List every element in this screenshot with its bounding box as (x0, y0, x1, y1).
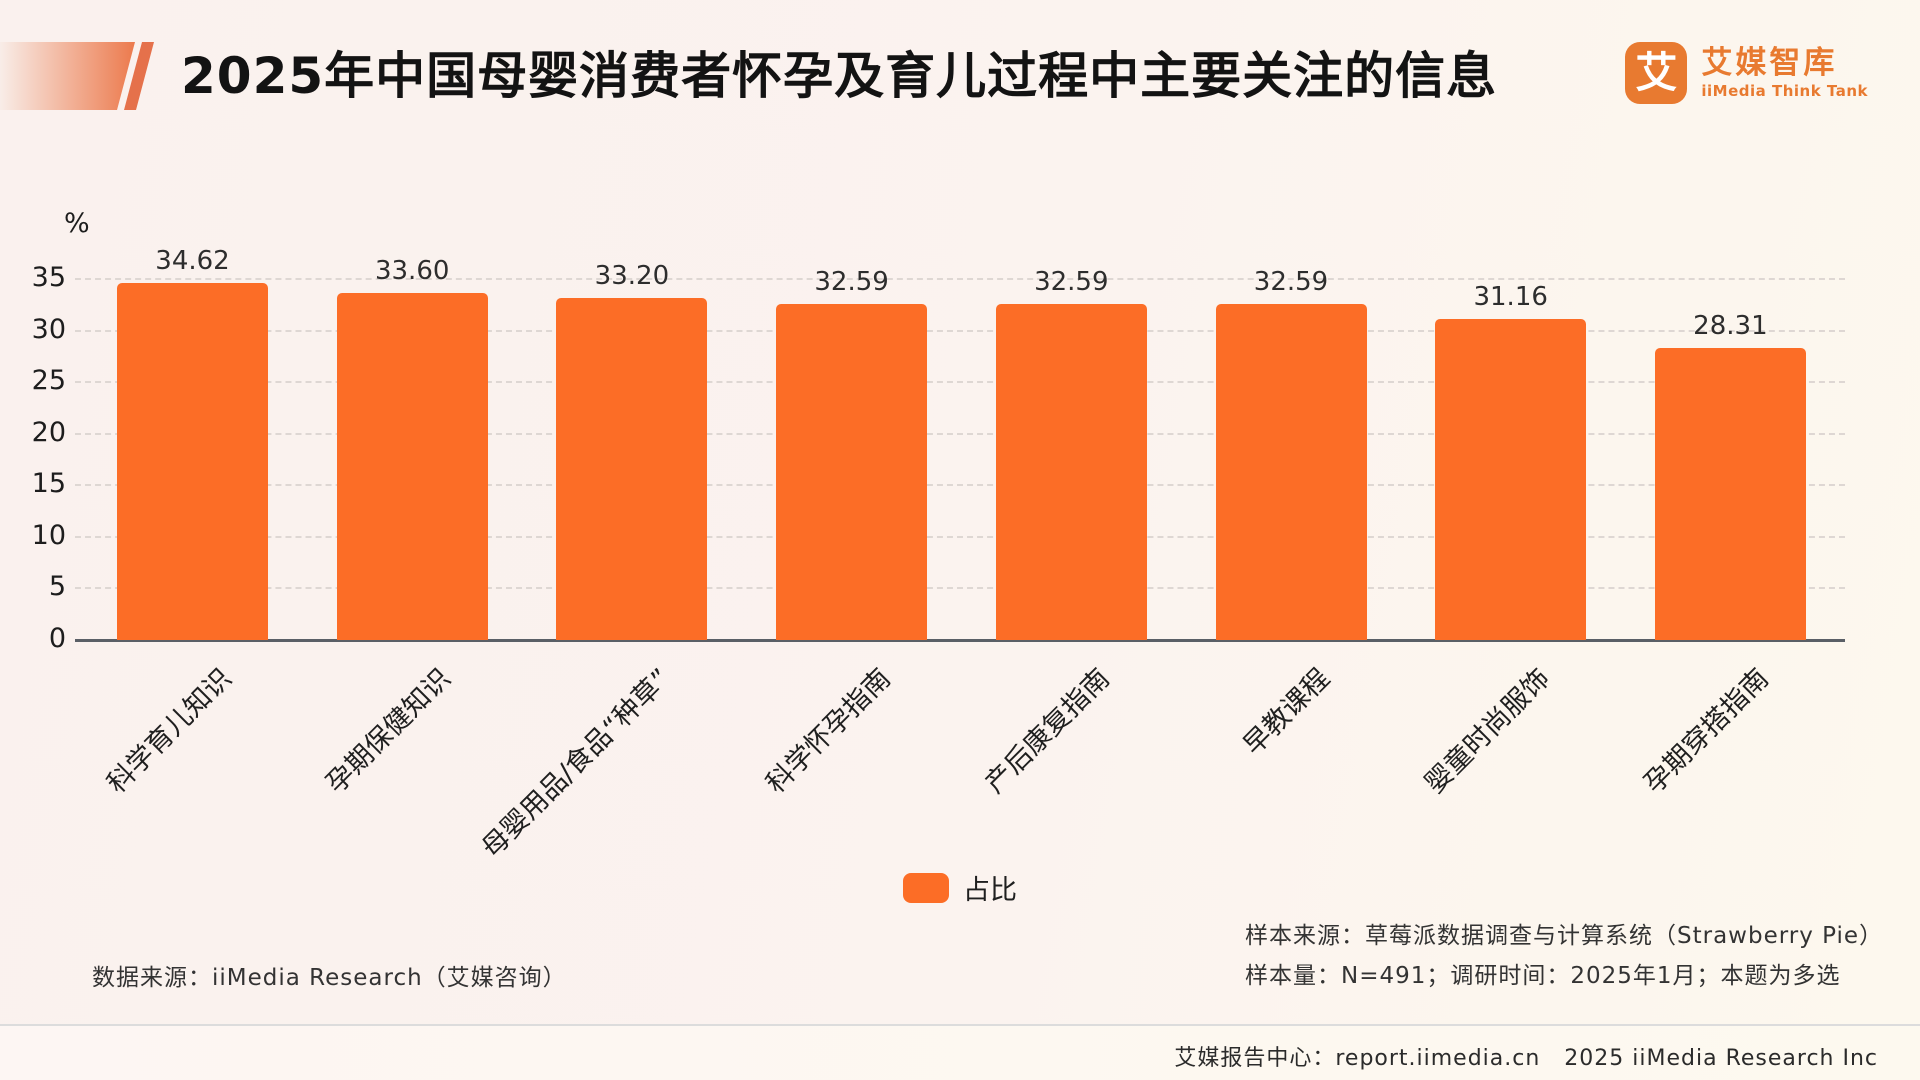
chart-legend: 占比 (0, 868, 1920, 907)
gridline-30 (75, 329, 1845, 332)
x-category-text: 孕期保健知识 (320, 662, 458, 800)
bar-value-1: 34.62 (155, 245, 230, 276)
logo-name-en: iiMedia Think Tank (1701, 81, 1868, 100)
bar-value-8: 28.31 (1693, 311, 1768, 341)
iimedia-logo-icon: 艾 (1625, 42, 1688, 104)
bar-value-6: 32.59 (1253, 266, 1329, 297)
x-category-text: 母婴用品/食品“种草” (475, 662, 677, 864)
bar-value-7: 31.16 (1473, 281, 1548, 312)
legend-label: 占比 (963, 875, 1017, 906)
x-category-text: 早教课程 (1237, 662, 1336, 762)
logo-text: 艾媒智库 iiMedia Think Tank (1701, 46, 1868, 100)
bar-value-4: 32.59 (814, 266, 889, 297)
sample-info-line: 样本量：N=491；调研时间：2025年1月；本题为多选 (1245, 963, 1841, 989)
x-category-text: 婴童时尚服饰 (1419, 662, 1556, 800)
gridline-10 (75, 535, 1845, 538)
y-tick-label-5: 5 (48, 571, 66, 603)
bar-8 (1654, 348, 1806, 640)
gridline-25 (75, 381, 1845, 384)
bar-7 (1435, 318, 1587, 640)
y-tick-label-20: 20 (31, 416, 66, 448)
y-tick-label-25: 25 (31, 365, 66, 397)
page-title: 2025年中国母婴消费者怀孕及育儿过程中主要关注的信息 (181, 47, 1498, 105)
header-decoration (0, 42, 154, 110)
sample-note: 样本来源：草莓派数据调查与计算系统（Strawberry Pie） 样本量：N=… (1245, 916, 1883, 996)
legend-swatch (903, 872, 949, 903)
x-category-text: 科学育儿知识 (100, 662, 238, 800)
bar-value-2: 33.60 (374, 256, 450, 287)
bar-2 (336, 293, 488, 640)
x-category-text: 科学怀孕指南 (760, 662, 897, 800)
bar-value-3: 33.20 (594, 260, 670, 291)
y-tick-label-10: 10 (31, 519, 66, 551)
data-source-note: 数据来源：iiMedia Research（艾媒咨询） (92, 965, 567, 991)
bar-4 (776, 303, 928, 640)
bar-3 (556, 297, 708, 640)
y-tick-label-35: 35 (31, 262, 66, 293)
bar-5 (995, 303, 1147, 640)
x-category-text: 孕期穿搭指南 (1638, 662, 1776, 800)
y-axis-unit-label: % (64, 208, 90, 239)
sample-source-line: 样本来源：草莓派数据调查与计算系统（Strawberry Pie） (1245, 923, 1884, 949)
y-tick-label-0: 0 (48, 623, 66, 654)
y-tick-label-30: 30 (31, 313, 66, 345)
y-tick-label-15: 15 (31, 468, 66, 500)
gridline-5 (75, 587, 1845, 590)
gridline-35 (75, 278, 1845, 280)
bottom-bar (0, 1024, 1920, 1080)
bar-6 (1215, 303, 1367, 640)
iimedia-logo: 艾 艾媒智库 iiMedia Think Tank (1625, 42, 1868, 104)
bar-1 (117, 282, 268, 640)
logo-name-cn: 艾媒智库 (1701, 45, 1838, 82)
gridline-20 (75, 432, 1845, 435)
bar-value-5: 32.59 (1034, 266, 1109, 297)
x-axis-line (75, 639, 1845, 642)
x-category-text: 产后康复指南 (979, 662, 1117, 800)
report-center-note: 艾媒报告中心：report.iimedia.cn 2025 iiMedia Re… (1174, 1046, 1878, 1071)
gridline-15 (75, 484, 1845, 487)
